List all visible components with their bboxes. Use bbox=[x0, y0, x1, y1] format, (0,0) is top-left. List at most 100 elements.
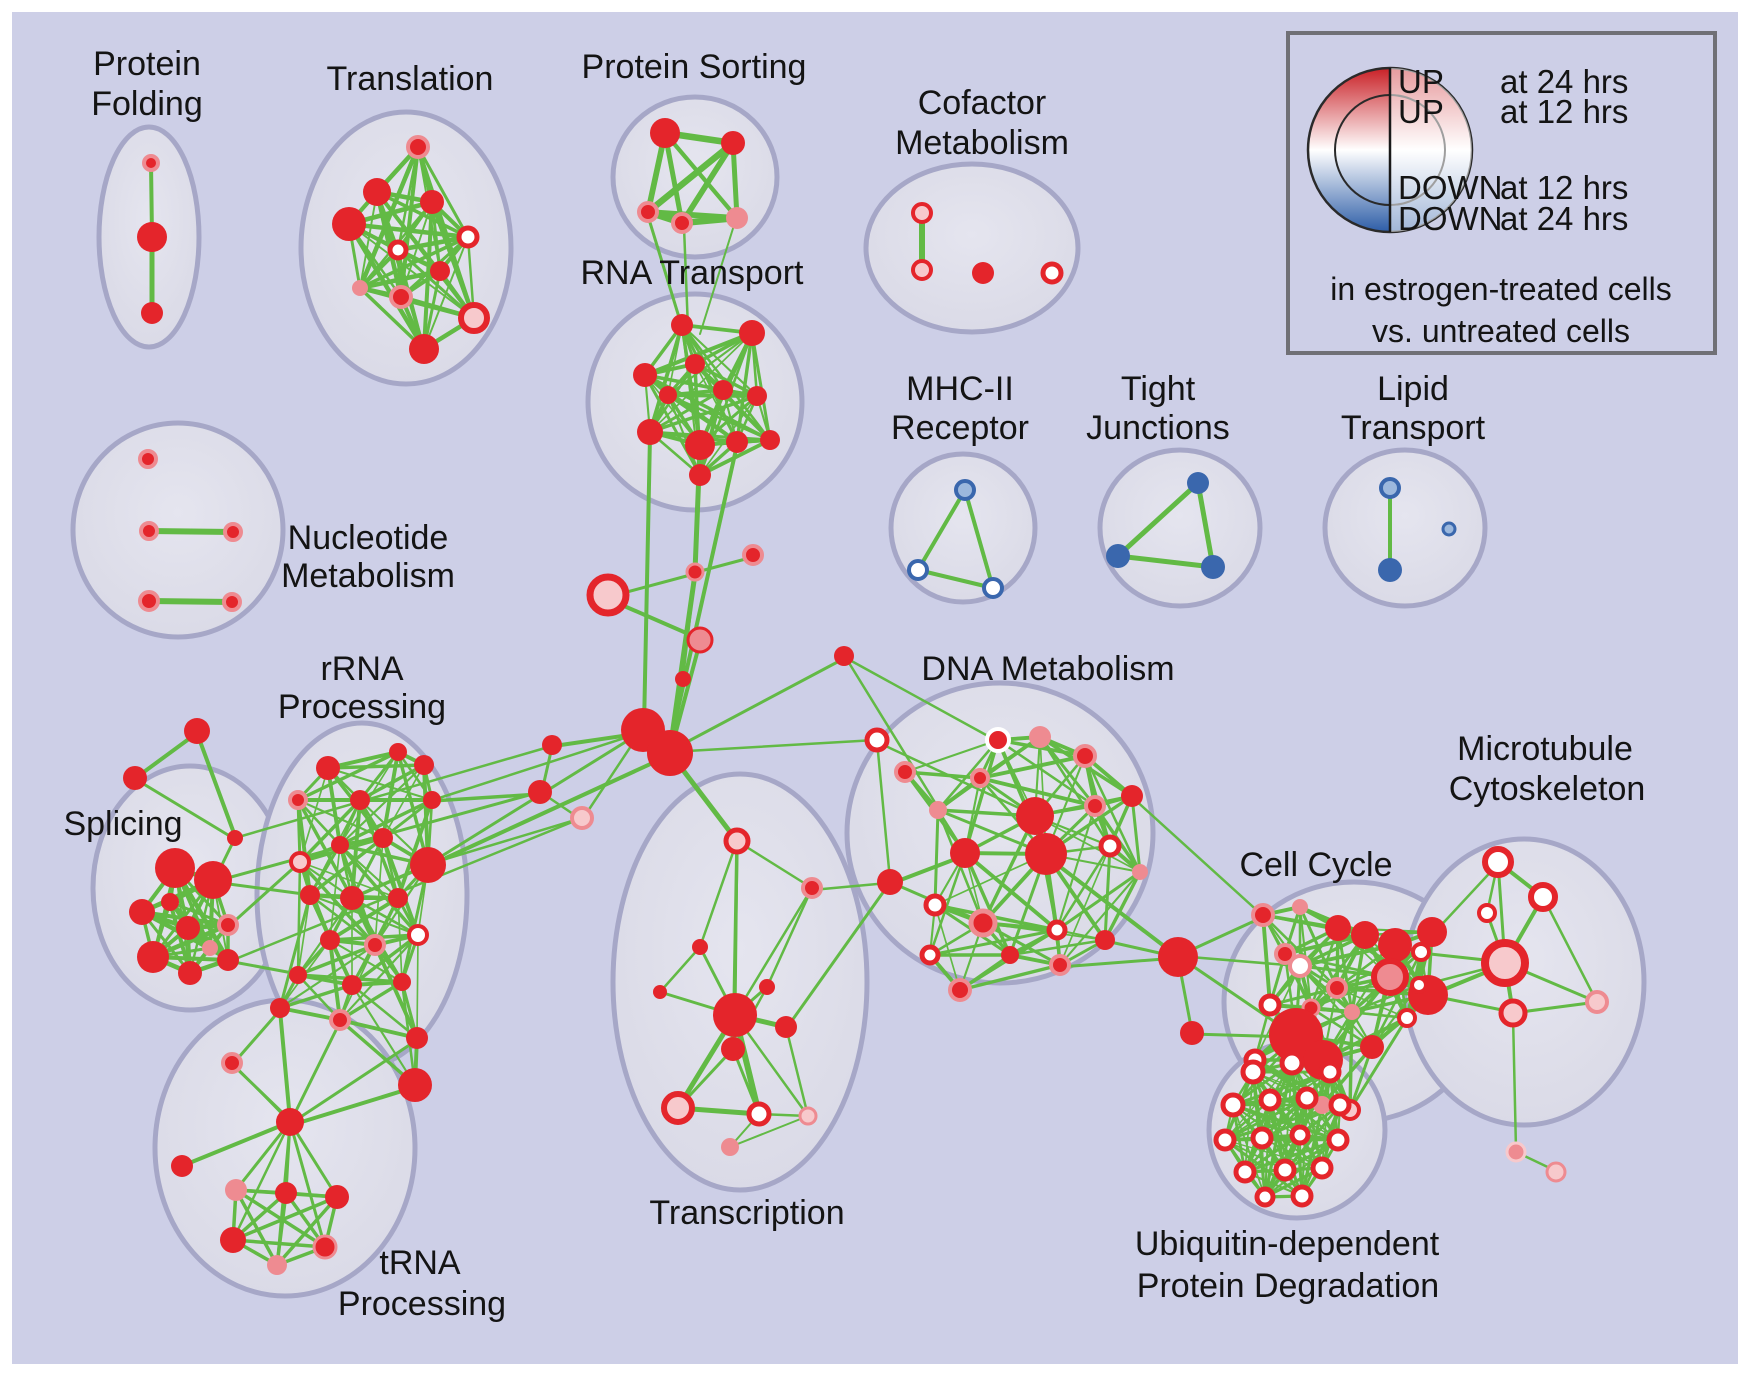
node-ubiquitin-degradation bbox=[1279, 1050, 1305, 1076]
node-rna-transport bbox=[760, 430, 780, 450]
node-ubiquitin-degradation bbox=[1295, 1086, 1319, 1110]
node-dna-metabolism bbox=[1095, 930, 1115, 950]
node-ubiquitin-degradation bbox=[1213, 1128, 1237, 1152]
network-edge bbox=[1320, 1045, 1374, 1107]
cluster-label-translation: Translation bbox=[327, 60, 494, 98]
node-dna-metabolism bbox=[1084, 795, 1106, 817]
network-edge bbox=[875, 739, 892, 882]
network-edge bbox=[1034, 815, 1141, 873]
network-edge bbox=[996, 738, 1087, 758]
node-protein-sorting bbox=[637, 201, 659, 223]
network-edge bbox=[296, 798, 342, 847]
node-rna-transport bbox=[633, 363, 657, 387]
network-edge bbox=[346, 221, 471, 240]
node-dna-metabolism bbox=[1025, 833, 1067, 875]
network-edge bbox=[729, 1115, 809, 1148]
node-rrna-processing bbox=[316, 756, 340, 780]
cluster-label-rna-transport: RNA Transport bbox=[581, 254, 805, 292]
node-rna-transport bbox=[637, 419, 663, 445]
network-edge bbox=[1350, 983, 1421, 1014]
hub-node bbox=[1545, 1161, 1567, 1183]
network-edge bbox=[359, 191, 378, 289]
network-edge bbox=[996, 738, 1097, 808]
node-microtubule-cytoskeleton bbox=[1498, 998, 1528, 1028]
hub-node bbox=[570, 806, 594, 830]
node-dna-metabolism bbox=[948, 978, 972, 1002]
hub-node bbox=[1158, 937, 1198, 977]
hub-node bbox=[742, 544, 764, 566]
network-edge bbox=[1055, 804, 1097, 932]
node-protein-sorting bbox=[721, 131, 745, 155]
cluster-label-transcription: Transcription bbox=[649, 1194, 844, 1232]
node-splicing bbox=[161, 893, 179, 911]
network-edge bbox=[642, 434, 652, 729]
network-edge bbox=[958, 963, 1062, 992]
cluster-label-rrna-processing: Processing bbox=[278, 688, 446, 726]
network-edge bbox=[1370, 950, 1423, 1049]
network-edge bbox=[1058, 870, 1142, 967]
node-dna-metabolism bbox=[1001, 946, 1019, 964]
network-edge bbox=[226, 959, 300, 976]
network-edge bbox=[1541, 895, 1599, 1004]
network-edge bbox=[1176, 954, 1301, 968]
legend-time-label: at 24 hrs bbox=[1500, 63, 1628, 100]
legend-direction-label: DOWN bbox=[1398, 200, 1502, 237]
legend-caption: in estrogen-treated cells bbox=[1330, 271, 1672, 307]
node-dna-metabolism bbox=[1121, 785, 1143, 807]
node-trna-processing bbox=[325, 1185, 349, 1209]
node-rrna-processing bbox=[410, 847, 446, 883]
network-edge bbox=[278, 1008, 292, 1122]
node-trna-processing bbox=[275, 1182, 297, 1204]
network-edge bbox=[231, 1120, 292, 1242]
node-trna-processing bbox=[171, 1155, 193, 1177]
cluster-label-microtubule-cytoskeleton: Microtubule bbox=[1457, 730, 1633, 768]
network-edge bbox=[916, 568, 995, 590]
cluster-label-cofactor-metabolism: Metabolism bbox=[895, 124, 1069, 162]
network-edge bbox=[444, 753, 672, 860]
node-rrna-processing bbox=[414, 755, 434, 775]
cluster-label-protein-folding: Folding bbox=[91, 85, 203, 123]
legend-caption: vs. untreated cells bbox=[1372, 313, 1630, 349]
node-transcription bbox=[653, 985, 667, 999]
node-rna-transport bbox=[747, 386, 767, 406]
node-dna-metabolism bbox=[1132, 864, 1148, 880]
network-edge bbox=[346, 221, 427, 352]
network-edge bbox=[679, 140, 736, 226]
network-edge bbox=[963, 738, 1000, 855]
network-edge bbox=[358, 750, 400, 802]
hub-node bbox=[834, 646, 854, 666]
cluster-ellipse-tight-junctions bbox=[1097, 447, 1263, 609]
node-protein-folding bbox=[137, 222, 167, 252]
hub-node bbox=[1180, 1021, 1204, 1045]
node-cofactor-metabolism bbox=[1040, 261, 1064, 285]
network-edge bbox=[429, 199, 477, 321]
node-dna-metabolism bbox=[970, 768, 990, 788]
network-edge bbox=[226, 816, 584, 964]
network-edge bbox=[278, 983, 354, 1010]
node-ubiquitin-degradation bbox=[1326, 1128, 1350, 1152]
node-rna-transport bbox=[689, 464, 711, 486]
network-edge bbox=[400, 863, 430, 984]
network-edge bbox=[978, 776, 1097, 808]
network-edge bbox=[308, 836, 385, 897]
node-ubiquitin-degradation bbox=[1220, 1092, 1246, 1118]
network-edge bbox=[1298, 964, 1374, 1049]
network-edge bbox=[350, 896, 420, 937]
node-transcription bbox=[721, 1138, 739, 1156]
node-trna-processing bbox=[312, 1234, 338, 1260]
network-edge bbox=[875, 740, 1036, 817]
network-edge bbox=[381, 836, 420, 937]
network-edge bbox=[1058, 956, 1179, 969]
cluster-label-lipid-transport: Lipid bbox=[1377, 370, 1449, 408]
node-microtubule-cytoskeleton bbox=[1482, 846, 1514, 878]
node-dna-metabolism bbox=[923, 893, 947, 917]
network-edge bbox=[329, 844, 341, 941]
network-edge bbox=[1261, 913, 1272, 1007]
network-edge bbox=[288, 1120, 339, 1199]
network-edge bbox=[662, 130, 740, 221]
network-edge bbox=[291, 1038, 419, 1124]
network-edge bbox=[180, 1120, 292, 1168]
cluster-label-ubiquitin-degradation: Protein Degradation bbox=[1137, 1267, 1439, 1305]
network-edge bbox=[167, 899, 193, 976]
